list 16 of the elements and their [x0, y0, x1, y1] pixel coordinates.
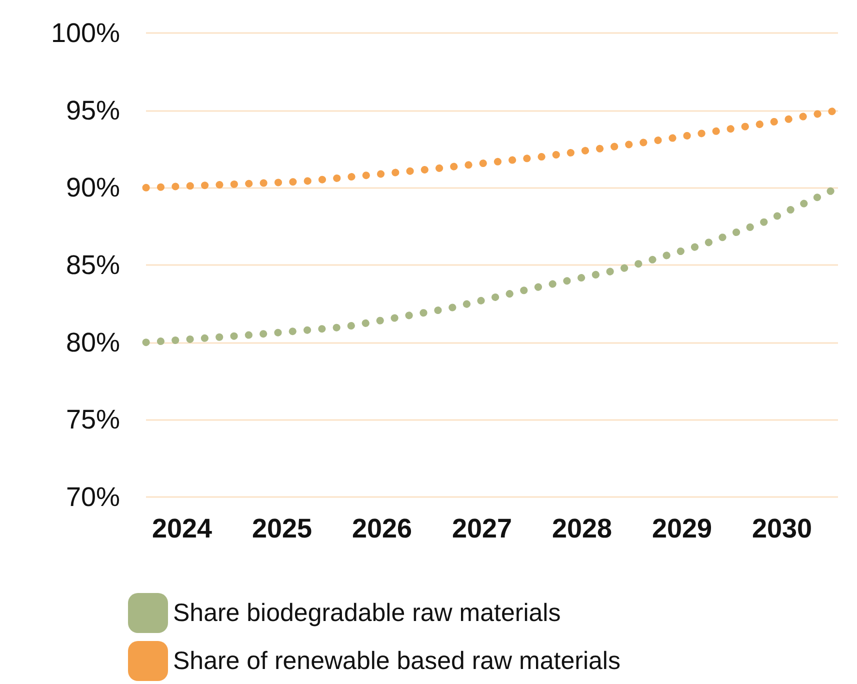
legend-label: Share of renewable based raw materials	[173, 647, 620, 675]
x-tick-label: 2028	[552, 514, 612, 544]
y-tick-label: 80%	[66, 327, 120, 358]
y-tick-label: 70%	[66, 482, 120, 512]
y-tick-label: 90%	[66, 172, 120, 203]
y-tick-label: 75%	[66, 404, 120, 435]
x-tick-label: 2027	[452, 514, 512, 544]
y-tick-label: 95%	[66, 95, 120, 126]
x-tick-label: 2029	[652, 514, 712, 544]
x-tick-label: 2024	[152, 514, 212, 544]
legend-label: Share biodegradable raw materials	[173, 599, 561, 627]
y-tick-label: 85%	[66, 250, 120, 280]
x-tick-label: 2026	[352, 514, 412, 544]
y-tick-label: 100%	[50, 18, 120, 48]
x-tick-label: 2030	[752, 514, 812, 544]
x-tick-label: 2025	[252, 514, 312, 544]
